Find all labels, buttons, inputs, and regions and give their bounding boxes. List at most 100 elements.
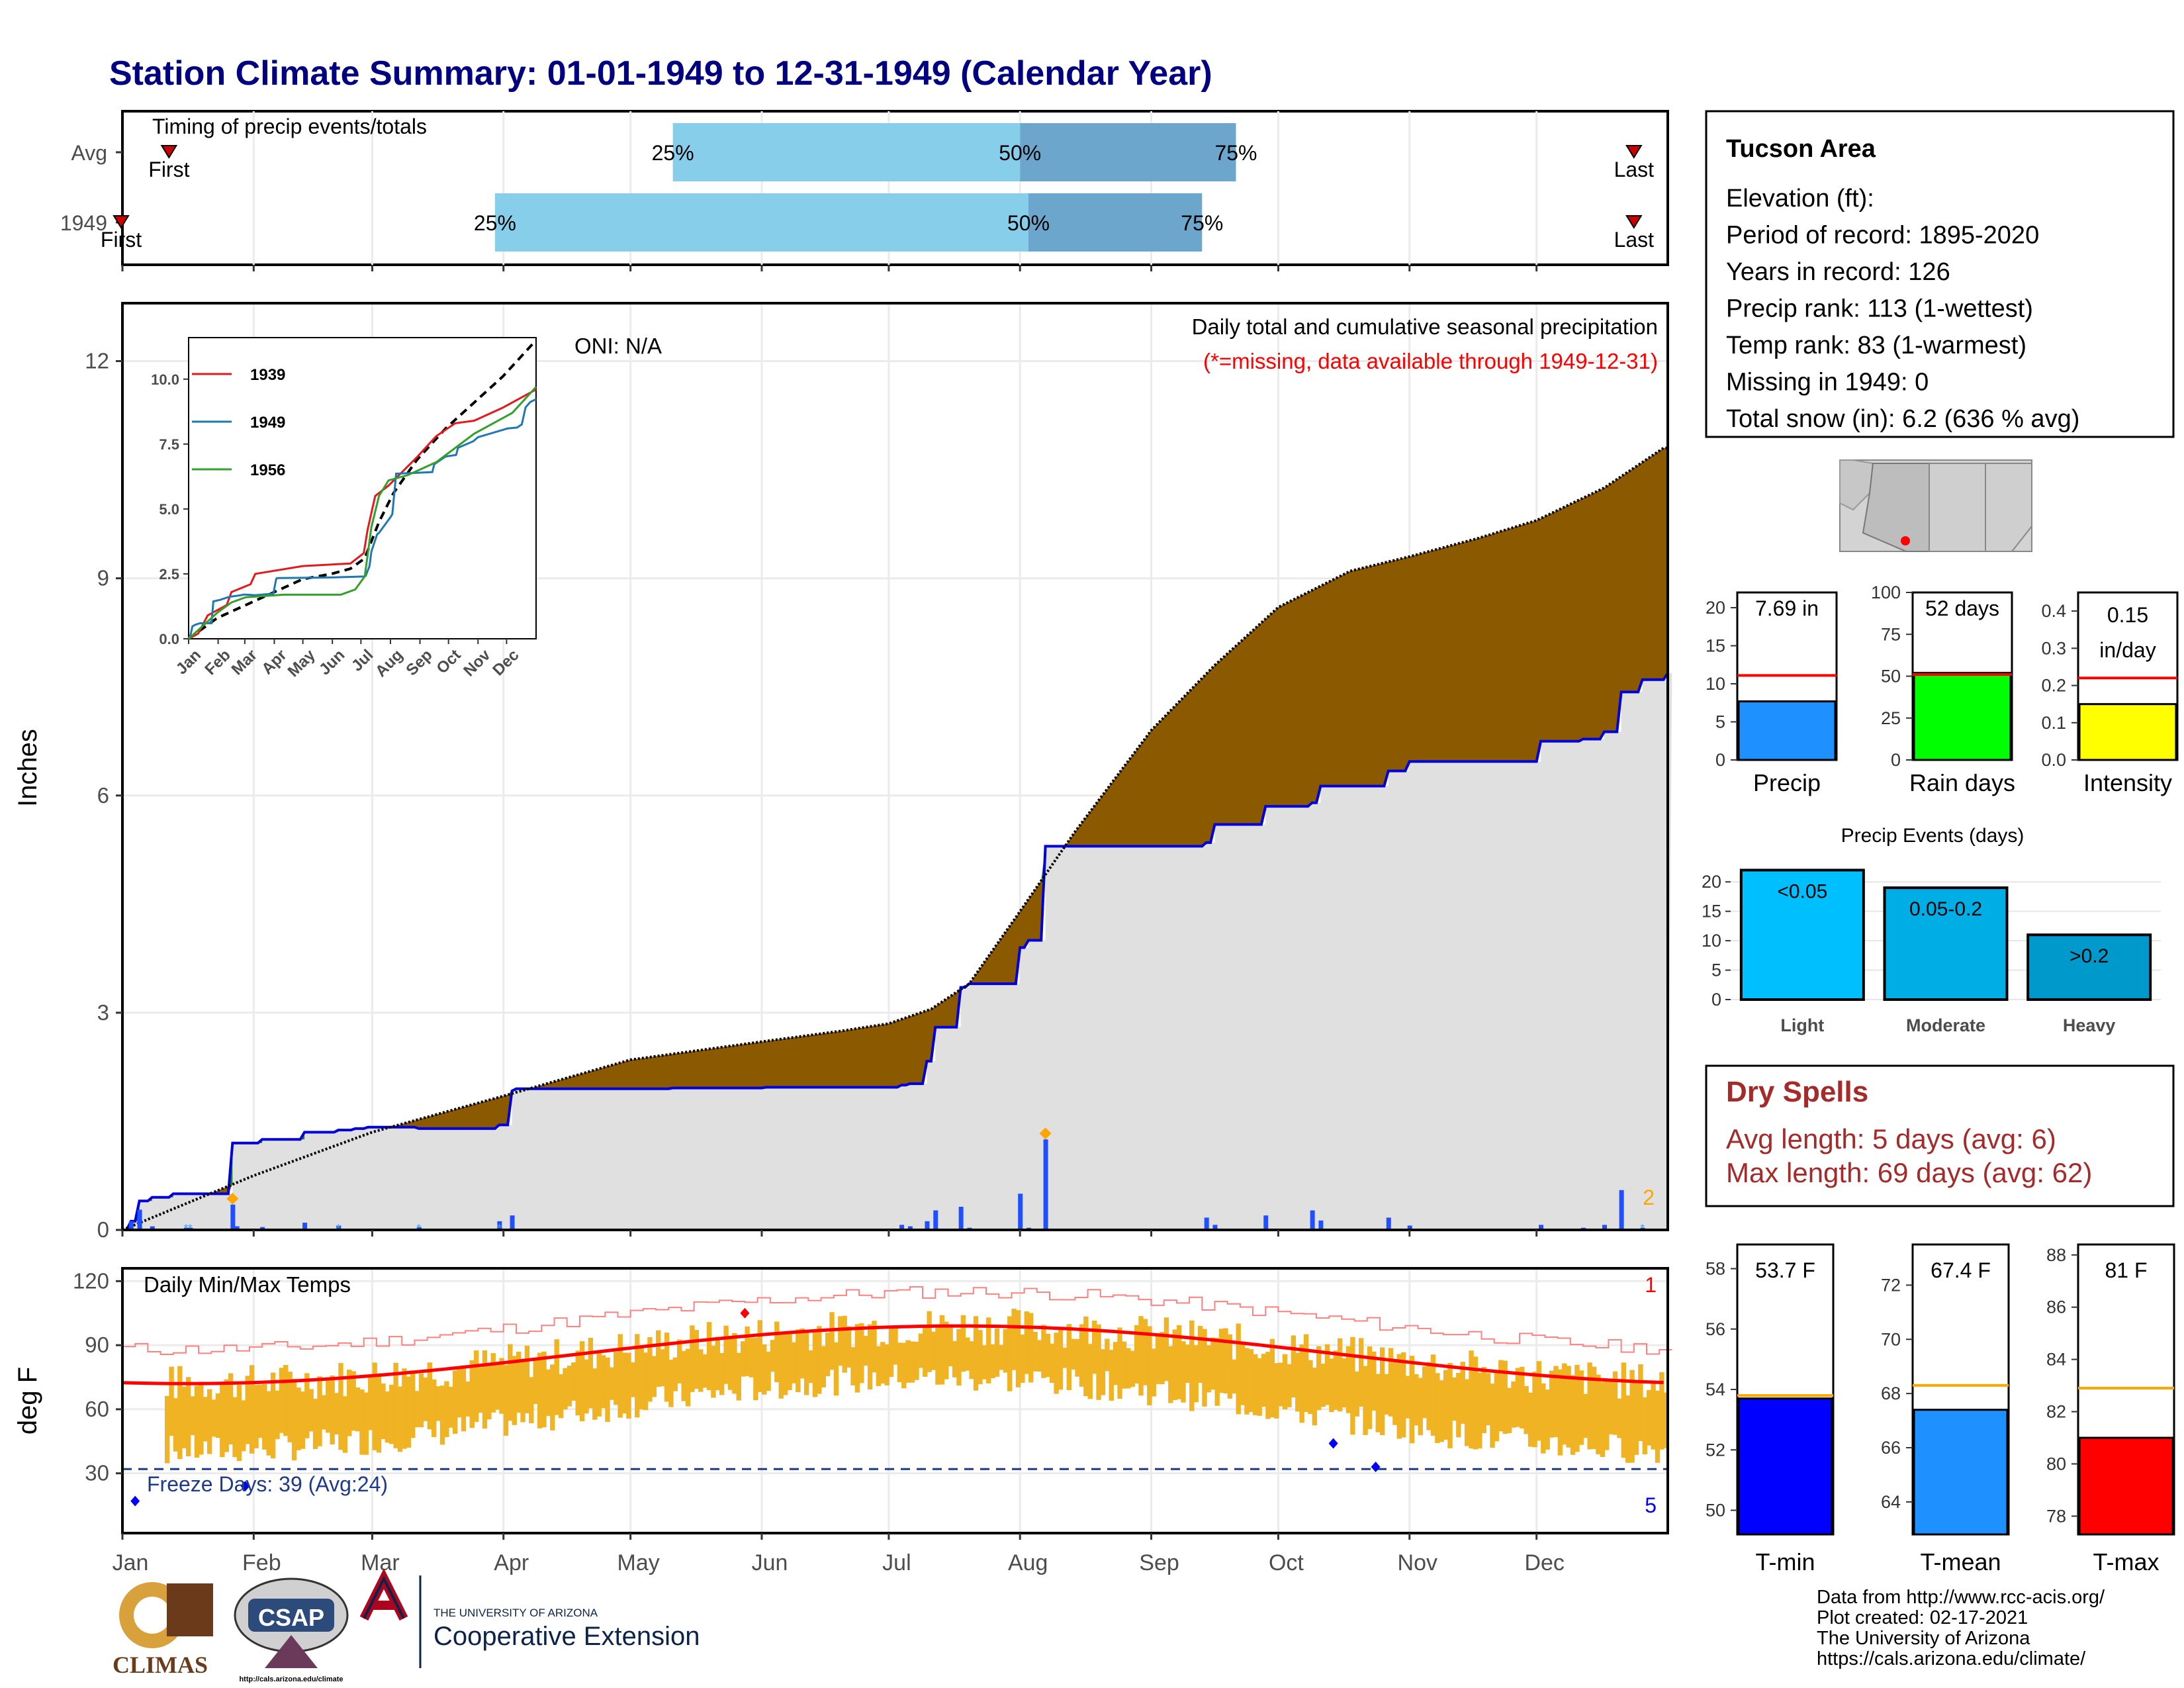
- daily-temp-range-bar: [465, 1382, 471, 1417]
- daily-temp-range-bar: [1185, 1344, 1191, 1383]
- timing-title: Timing of precip events/totals: [152, 115, 427, 138]
- timing-p25-label: 25%: [652, 141, 694, 165]
- events-bar-label: 0.05-0.2: [1909, 898, 1982, 920]
- daily-temp-range-bar: [1274, 1363, 1279, 1419]
- inset-ytick-label: 10.0: [151, 371, 179, 388]
- csap-logo: CSAP http://cals.arizona.edu/climate: [234, 1577, 349, 1683]
- info-line: Total snow (in): 6.2 (636 % avg): [1726, 405, 2079, 433]
- daily-temp-range-bar: [330, 1375, 335, 1445]
- events-bars: 0 5 10 15 20 <0.05 Light 0.05-0.2 Moderate >0.2 He…: [1702, 867, 2161, 1035]
- temp-chart-ytick-label: 68: [1881, 1383, 1901, 1403]
- daily-temp-range-bar: [452, 1370, 458, 1434]
- daily-temp-range-bar: [432, 1379, 437, 1437]
- daily-temp-range-bar: [1545, 1389, 1550, 1450]
- daily-temp-range-bar: [545, 1369, 551, 1416]
- daily-temp-range-bar: [1414, 1374, 1419, 1426]
- daily-temp-range-bar: [490, 1353, 496, 1413]
- climas-logo-text: CLIMAS: [113, 1652, 208, 1678]
- daily-temp-range-bar: [1003, 1329, 1009, 1373]
- daily-temp-range-bar: [508, 1344, 513, 1421]
- daily-temp-range-bar: [1350, 1336, 1355, 1435]
- daily-temp-range-bar: [1379, 1347, 1385, 1436]
- daily-precip-bar: [907, 1226, 913, 1230]
- daily-temp-range-bar: [1248, 1349, 1254, 1413]
- daily-temp-range-bar: [749, 1337, 754, 1378]
- temp-chart-ytick-label: 78: [2046, 1506, 2066, 1526]
- daily-temp-range-bar: [635, 1334, 640, 1418]
- daily-temp-range-bar: [681, 1350, 686, 1401]
- csap-mountain: [265, 1635, 318, 1668]
- daily-temp-range-bar: [1566, 1366, 1571, 1448]
- precip-ytick-label: 12: [85, 349, 109, 373]
- daily-temp-range-bar: [1269, 1338, 1275, 1418]
- daily-temp-range-bar: [1638, 1364, 1643, 1442]
- daily-temp-range-bar: [224, 1379, 229, 1452]
- daily-precip-bar: [925, 1221, 930, 1230]
- daily-temp-range-bar: [363, 1392, 369, 1455]
- inset-series-1939: [188, 389, 537, 640]
- daily-temp-range-bar: [1392, 1361, 1398, 1425]
- daily-temp-range-bar: [944, 1321, 949, 1380]
- daily-temp-range-bar: [1596, 1374, 1601, 1454]
- daily-temp-range-bar: [1329, 1358, 1334, 1413]
- daily-temp-range-bar: [1443, 1370, 1449, 1440]
- info-line: Missing in 1949: 0: [1726, 369, 1929, 397]
- temp-chart-ytick-label: 72: [1881, 1275, 1901, 1295]
- daily-temp-range-bar: [164, 1395, 170, 1464]
- daily-temp-range-bar: [952, 1340, 958, 1378]
- daily-temp-range-bar: [550, 1364, 555, 1430]
- daily-temp-range-bar: [914, 1341, 919, 1380]
- daily-temp-range-bar: [986, 1317, 991, 1383]
- daily-temp-range-bar: [558, 1374, 564, 1419]
- daily-temp-range-bar: [753, 1337, 758, 1401]
- daily-temp-range-bar: [414, 1391, 420, 1428]
- footer-line: The University of Arizona: [1817, 1628, 2030, 1649]
- inset-legend-label: 1949: [250, 414, 285, 432]
- daily-temp-range-bar: [512, 1356, 517, 1425]
- daily-temp-range-bar: [1316, 1346, 1322, 1411]
- record-max-line: [122, 1286, 1672, 1356]
- mini-chart-ytick-label: 25: [1881, 708, 1901, 728]
- daily-temp-range-bar: [1130, 1350, 1135, 1387]
- daily-temp-range-bar: [931, 1331, 936, 1370]
- daily-temp-range-bar: [1036, 1340, 1042, 1372]
- daily-temp-range-bar: [1388, 1348, 1394, 1417]
- daily-temp-range-bar: [994, 1328, 1000, 1377]
- daily-precip-bar: [234, 1226, 240, 1230]
- inset-legend-label: 1956: [250, 461, 285, 479]
- temp-chart-value-label: 53.7 F: [1755, 1258, 1815, 1282]
- ua-a-outline: [363, 1575, 405, 1619]
- daily-temp-range-bar: [897, 1342, 903, 1382]
- daily-temp-range-bar: [956, 1329, 962, 1386]
- daily-temp-range-bar: [169, 1366, 174, 1436]
- station-location-dot: [1901, 536, 1910, 545]
- daily-temp-range-bar: [1439, 1380, 1444, 1442]
- daily-temp-range-bar: [351, 1371, 356, 1431]
- daily-temp-range-bar: [1464, 1379, 1470, 1446]
- daily-temp-range-bar: [614, 1351, 619, 1405]
- temp-ytick-label: 90: [85, 1333, 109, 1357]
- daily-temp-range-bar: [1405, 1376, 1410, 1419]
- daily-temp-range-bar: [584, 1359, 589, 1414]
- daily-temp-range-bar: [1520, 1366, 1525, 1429]
- temp-chart-name: T-mean: [1920, 1548, 2001, 1575]
- daily-temp-range-bar: [203, 1397, 208, 1442]
- daily-temp-range-bar: [927, 1311, 932, 1372]
- daily-temp-range-bar: [211, 1399, 216, 1437]
- daily-temp-range-bar: [1536, 1361, 1542, 1441]
- temp-chart-value-label: 81 F: [2105, 1258, 2147, 1282]
- footer-credits: Data from http://www.rcc-acis.org/Plot c…: [1817, 1587, 2105, 1669]
- timing-row-label: Avg: [71, 141, 107, 165]
- daily-temp-range-bar: [1435, 1373, 1440, 1443]
- csap-logo-text: CSAP: [258, 1604, 324, 1631]
- daily-temp-range-bar: [876, 1346, 882, 1386]
- daily-temp-range-bar: [1151, 1348, 1156, 1397]
- daily-temp-range-bar: [499, 1358, 504, 1414]
- daily-temp-range-bar: [918, 1333, 924, 1368]
- daily-temp-range-bar: [1087, 1344, 1093, 1399]
- daily-temp-range-bar: [533, 1360, 538, 1404]
- daily-temp-range-bar: [656, 1330, 661, 1387]
- daily-temp-range-bar: [1502, 1360, 1508, 1434]
- daily-temp-range-bar: [308, 1389, 314, 1432]
